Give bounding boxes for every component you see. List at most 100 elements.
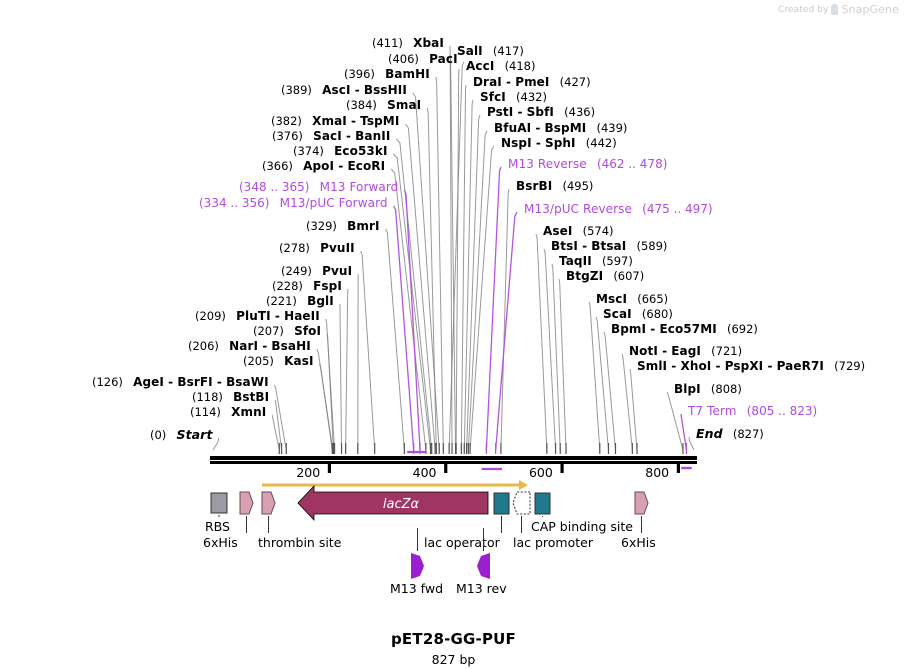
feature-label-lac-operator: lac operator [424, 535, 500, 550]
annotation-position: (329) [306, 219, 337, 233]
ruler-bar [210, 461, 697, 464]
feature-cap-binding-site[interactable] [534, 492, 551, 515]
enzyme-name: BsaHI [271, 339, 311, 353]
annotation-position: (228) [272, 279, 303, 293]
annotation-label-drai[interactable]: DraI - PmeI (427) [473, 73, 591, 89]
feature-6xHis-left[interactable] [239, 491, 254, 515]
annotation-position: (205) [243, 354, 274, 368]
plasmid-name: pET28-GG-PUF [391, 630, 516, 648]
annotation-label-xmai[interactable]: (382) XmaI - TspMI [271, 112, 399, 128]
ruler-tick-label: 200 [296, 465, 321, 480]
enzyme-name: M13/pUC Reverse [524, 202, 632, 216]
enzyme-name: BstBI [233, 390, 270, 404]
annotation-label-bamhi[interactable]: (396) BamHI [344, 65, 430, 81]
name-separator: - [334, 159, 348, 173]
feature-6xHis-right[interactable] [634, 491, 649, 515]
annotation-label-bstbi[interactable]: (118) BstBI [192, 388, 269, 404]
feature-label-cap-binding-site: CAP binding site [531, 519, 633, 534]
annotation-position: (126) [92, 375, 123, 389]
annotation-label-asci[interactable]: (389) AscI - BssHII [281, 81, 407, 97]
annotation-label-paci[interactable]: (406) PacI [388, 50, 458, 66]
annotation-label-btgzi[interactable]: BtgZI (607) [566, 267, 644, 283]
annotation-label-blpi[interactable]: BlpI (808) [674, 380, 742, 396]
feature-label-6xHis-left: 6xHis [203, 535, 238, 550]
annotation-position: (729) [834, 359, 866, 373]
annotation-label-m13-reverse[interactable]: M13 Reverse (462 .. 478) [508, 155, 667, 171]
annotation-label-saci[interactable]: (376) SacI - BanII [272, 127, 390, 143]
annotation-label-kasi[interactable]: (205) KasI [243, 352, 314, 368]
name-separator: - [531, 121, 545, 135]
annotation-label-bsrbi[interactable]: BsrBI (495) [516, 177, 593, 193]
annotation-label-agei[interactable]: (126) AgeI - BsrFI - BsaWI [92, 373, 269, 389]
enzyme-name: End [696, 426, 723, 441]
feature-label-thrombin-site: thrombin site [258, 535, 342, 550]
annotation-label-pluti[interactable]: (209) PluTI - HaeII [195, 307, 320, 323]
feature-RBS[interactable] [210, 492, 228, 514]
annotation-label-pvuii[interactable]: (278) PvuII [279, 239, 355, 255]
enzyme-name: MscI [596, 292, 628, 306]
annotation-label-sfci[interactable]: SfcI (432) [480, 88, 547, 104]
annotation-label-bpmi[interactable]: BpmI - Eco57MI (692) [611, 320, 758, 336]
annotation-label-smai[interactable]: (384) SmaI [346, 96, 421, 112]
annotation-label-scai[interactable]: ScaI (680) [603, 305, 673, 321]
annotation-position: (442) [585, 136, 617, 150]
annotation-label-m13-puc-reverse[interactable]: M13/pUC Reverse (475 .. 497) [524, 200, 713, 216]
feature-thrombin-site[interactable] [261, 491, 276, 515]
annotation-label-asei[interactable]: AseI (574) [543, 222, 614, 238]
enzyme-name: BlpI [674, 382, 701, 396]
enzyme-name: BmrI [347, 219, 380, 233]
feature-lac-operator[interactable] [493, 492, 510, 515]
primer-arrow-m13-fwd[interactable] [411, 553, 424, 579]
annotation-label-psti[interactable]: PstI - SbfI (436) [487, 103, 595, 119]
annotation-label-m13-puc-forward[interactable]: (334 .. 356) M13/pUC Forward [199, 194, 388, 210]
enzyme-name: XbaI [413, 36, 444, 50]
annotation-label-m13-forward[interactable]: (348 .. 365) M13 Forward [239, 178, 398, 194]
annotation-label-smli[interactable]: SmlI - XhoI - PspXI - PaeR7I (729) [637, 357, 865, 373]
annotation-label-sfoi[interactable]: (207) SfoI [253, 322, 321, 338]
annotation-label-sali[interactable]: SalI (417) [457, 42, 524, 58]
annotation-position: (665) [637, 292, 669, 306]
annotation-position: (334 .. 356) [199, 196, 270, 210]
enzyme-name: Start [176, 427, 213, 442]
annotation-label-apoi[interactable]: (366) ApoI - EcoRI [262, 157, 385, 173]
annotation-label-taqii[interactable]: TaqII (597) [559, 252, 633, 268]
annotation-label-t7-term[interactable]: T7 Term (805 .. 823) [688, 402, 817, 418]
name-separator: - [577, 239, 592, 253]
feature-lacZ-alpha[interactable] [297, 484, 489, 522]
annotation-position: (439) [596, 121, 628, 135]
annotation-label-fspi[interactable]: (228) FspI [272, 277, 342, 293]
feature-inline-label: lacZα [383, 497, 420, 512]
feature-lac-promoter[interactable] [512, 491, 531, 515]
enzyme-name: SacI [313, 129, 342, 143]
annotation-position: (114) [190, 405, 221, 419]
annotation-label-acci[interactable]: AccI (418) [466, 57, 536, 73]
annotation-label-nspi[interactable]: NspI - SphI (442) [501, 134, 617, 150]
enzyme-name: FspI [313, 279, 342, 293]
enzyme-name: AseI [543, 224, 573, 238]
annotation-position: (0) [150, 428, 167, 442]
annotation-label-end[interactable]: End (827) [696, 425, 764, 441]
annotation-label-eco53ki[interactable]: (374) Eco53kI [293, 142, 388, 158]
annotation-label-msci[interactable]: MscI (665) [596, 290, 668, 306]
name-separator: - [763, 359, 777, 373]
annotation-position: (692) [727, 322, 758, 336]
annotation-label-bfuai[interactable]: BfuAI - BspMI (439) [494, 119, 627, 135]
annotation-label-nari[interactable]: (206) NarI - BsaHI [188, 337, 311, 353]
enzyme-name: TaqII [559, 254, 592, 268]
annotation-label-noti[interactable]: NotI - EagI (721) [629, 342, 742, 358]
annotation-label-xmni[interactable]: (114) XmnI [190, 403, 266, 419]
ruler-tick-label: 600 [528, 465, 553, 480]
annotation-label-bmri[interactable]: (329) BmrI [306, 217, 380, 233]
annotation-label-xbai[interactable]: (411) XbaI [372, 34, 444, 50]
annotation-label-btsi[interactable]: BtsI - BtsaI (589) [551, 237, 667, 253]
annotation-position: (427) [559, 75, 591, 89]
annotation-position: (278) [279, 241, 310, 255]
enzyme-name: NspI [501, 136, 532, 150]
annotation-label-pvui[interactable]: (249) PvuI [281, 262, 352, 278]
annotation-label-bgli[interactable]: (221) BglI [266, 292, 334, 308]
annotation-label-start[interactable]: (0) Start [150, 426, 213, 442]
primer-arrow-m13-rev[interactable] [477, 553, 490, 579]
name-separator: - [646, 322, 660, 336]
